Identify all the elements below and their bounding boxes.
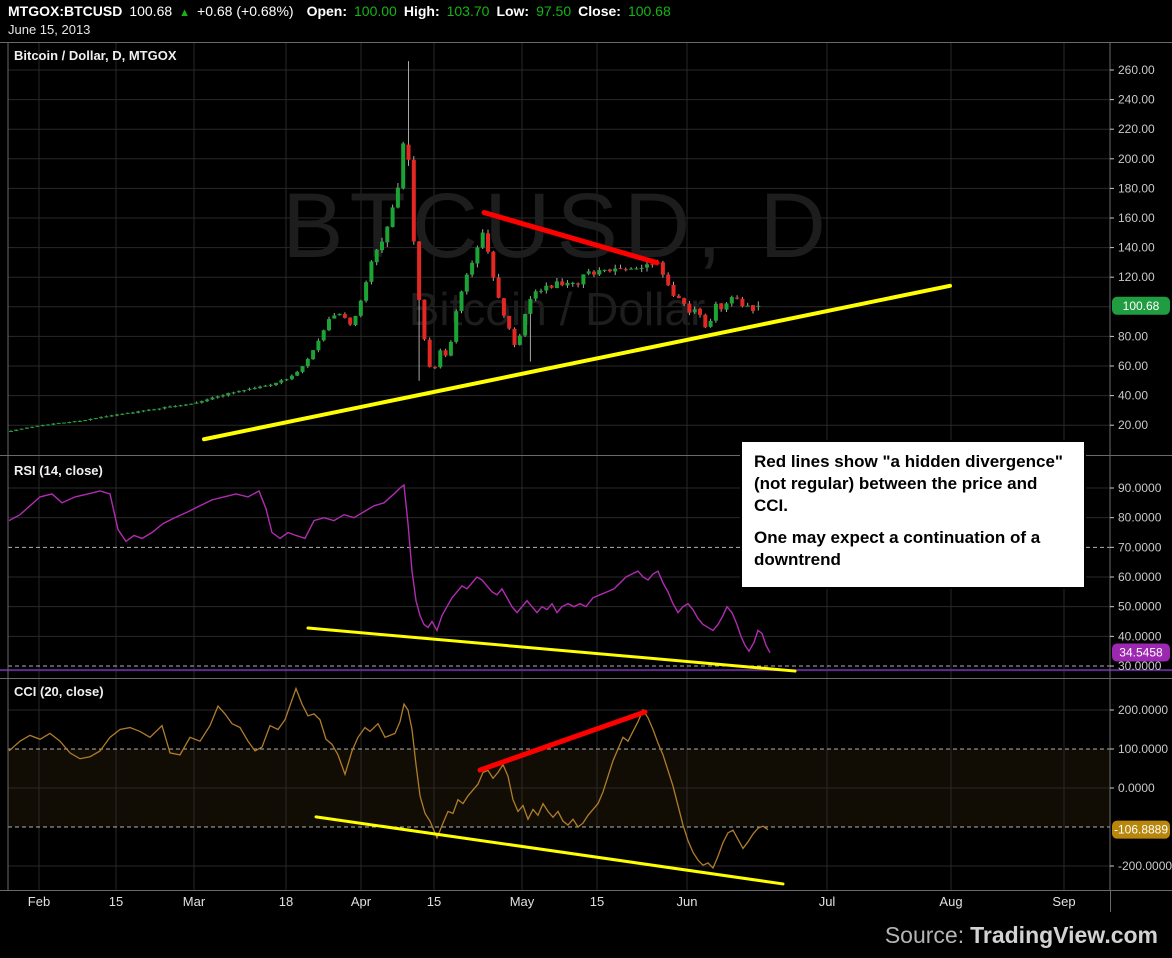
- time-axis-label: 15: [426, 894, 442, 909]
- last-value-badge: 34.5458: [1112, 643, 1170, 662]
- cci-panel: 200.0000 0.0000 -200.0000 100.0000 -106.8889: [0, 678, 1172, 890]
- time-axis-label: Jun: [676, 894, 698, 909]
- axis-tick-label: 160.00: [1118, 211, 1155, 225]
- price-panel-title[interactable]: Bitcoin / Dollar, D, MTGOX: [14, 48, 177, 63]
- axis-tick-label: 240.00: [1118, 93, 1155, 107]
- axis-tick-label: 200.0000: [1118, 703, 1168, 717]
- axis-tick-label: 220.00: [1118, 122, 1155, 136]
- close-label: Close:: [578, 3, 621, 19]
- time-axis-label: 15: [108, 894, 124, 909]
- time-axis-label: Feb: [27, 894, 51, 909]
- high-value: 103.70: [446, 3, 490, 19]
- high-label: High:: [403, 3, 440, 19]
- axis-tick-label: -200.0000: [1118, 859, 1172, 873]
- watermark-symbol: BTCUSD, D: [282, 175, 832, 277]
- time-axis-label: Mar: [182, 894, 206, 909]
- axis-tick-label: 90.0000: [1118, 481, 1162, 495]
- note-text-line2: One may expect a continuation of a downt…: [754, 528, 1041, 569]
- svg-text:34.5458: 34.5458: [1119, 646, 1163, 660]
- last-value-badge: 100.68: [1112, 296, 1170, 315]
- last-value-badge: -106.8889: [1112, 820, 1170, 839]
- source-prefix: Source:: [884, 921, 965, 948]
- svg-text:-106.8889: -106.8889: [1114, 823, 1168, 837]
- price-panel: BTCUSD, D Bitcoin / Dollar 260.00 240.00 220…: [0, 42, 1172, 455]
- axis-tick-label: 80.0000: [1118, 511, 1162, 525]
- red-divergence-line-cci[interactable]: [477, 709, 648, 773]
- axis-tick-label: 200.00: [1118, 152, 1155, 166]
- axis-tick-label: 40.00: [1118, 389, 1148, 403]
- time-axis-label: Jul: [818, 894, 836, 909]
- time-axis-label: 15: [589, 894, 605, 909]
- axis-tick-label: 70.0000: [1118, 540, 1162, 554]
- price-change: +0.68 (+0.68%): [197, 3, 294, 19]
- date-label: June 15, 2013: [8, 22, 91, 37]
- source-brand[interactable]: TradingView.com: [970, 921, 1158, 948]
- time-axis-label: May: [509, 894, 535, 909]
- axis-tick-label: 50.0000: [1118, 600, 1162, 614]
- axis-tick-label: 120.00: [1118, 270, 1155, 284]
- low-label: Low:: [496, 3, 530, 19]
- open-label: Open:: [306, 3, 348, 19]
- time-axis[interactable]: Feb 15 Mar 18 Apr 15 May 15 Jun Jul Aug Sep: [0, 890, 1172, 913]
- yellow-trendline-rsi[interactable]: [306, 626, 797, 673]
- note-text-line1: Red lines show "a hidden divergence" (no…: [754, 452, 1063, 515]
- axis-tick-label: 40.0000: [1118, 629, 1162, 643]
- time-axis-label: Sep: [1052, 894, 1076, 909]
- axis-tick-label: 100.0000: [1118, 742, 1168, 756]
- axis-tick-label: 60.00: [1118, 359, 1148, 373]
- close-value: 100.68: [627, 3, 671, 19]
- cci-panel-title[interactable]: CCI (20, close): [14, 684, 104, 699]
- ticker-line: MTGOX:BTCUSD 100.68 ▲ +0.68 (+0.68%) Ope…: [8, 3, 671, 19]
- low-value: 97.50: [536, 3, 572, 19]
- watermark-description: Bitcoin / Dollar: [409, 283, 706, 335]
- red-divergence-line-price[interactable]: [481, 210, 660, 266]
- axis-tick-label: 60.0000: [1118, 570, 1162, 584]
- axis-separator: [1110, 891, 1111, 913]
- axis-tick-label: 260.00: [1118, 63, 1155, 77]
- svg-text:100.68: 100.68: [1123, 299, 1160, 313]
- axis-tick-label: 140.00: [1118, 241, 1155, 255]
- time-axis-label: Apr: [350, 894, 372, 909]
- axis-tick-label: 30.0000: [1118, 659, 1162, 673]
- note-annotation[interactable]: Red lines show "a hidden divergence" (no…: [740, 440, 1086, 589]
- axis-tick-label: 0.0000: [1118, 781, 1155, 795]
- axis-tick-label: 80.00: [1118, 329, 1148, 343]
- cci-line: [8, 686, 769, 870]
- axis-tick-label: 20.00: [1118, 418, 1148, 432]
- yellow-support-line[interactable]: [202, 283, 952, 442]
- source-bar: Source: TradingView.com: [0, 912, 1172, 958]
- time-axis-label: 18: [278, 894, 294, 909]
- open-value: 100.00: [354, 3, 397, 19]
- up-arrow-icon: ▲: [179, 7, 191, 19]
- candlestick-series: [9, 61, 761, 432]
- axis-tick-label: 180.00: [1118, 181, 1155, 195]
- ticker-bar: MTGOX:BTCUSD 100.68 ▲ +0.68 (+0.68%) Ope…: [0, 0, 1172, 42]
- rsi-panel-title[interactable]: RSI (14, close): [14, 463, 103, 478]
- yellow-trendline-cci[interactable]: [314, 815, 785, 886]
- time-axis-label: Aug: [939, 894, 963, 909]
- symbol-name[interactable]: MTGOX:BTCUSD: [8, 3, 123, 19]
- last-price: 100.68: [129, 3, 173, 19]
- rsi-line: [8, 483, 771, 654]
